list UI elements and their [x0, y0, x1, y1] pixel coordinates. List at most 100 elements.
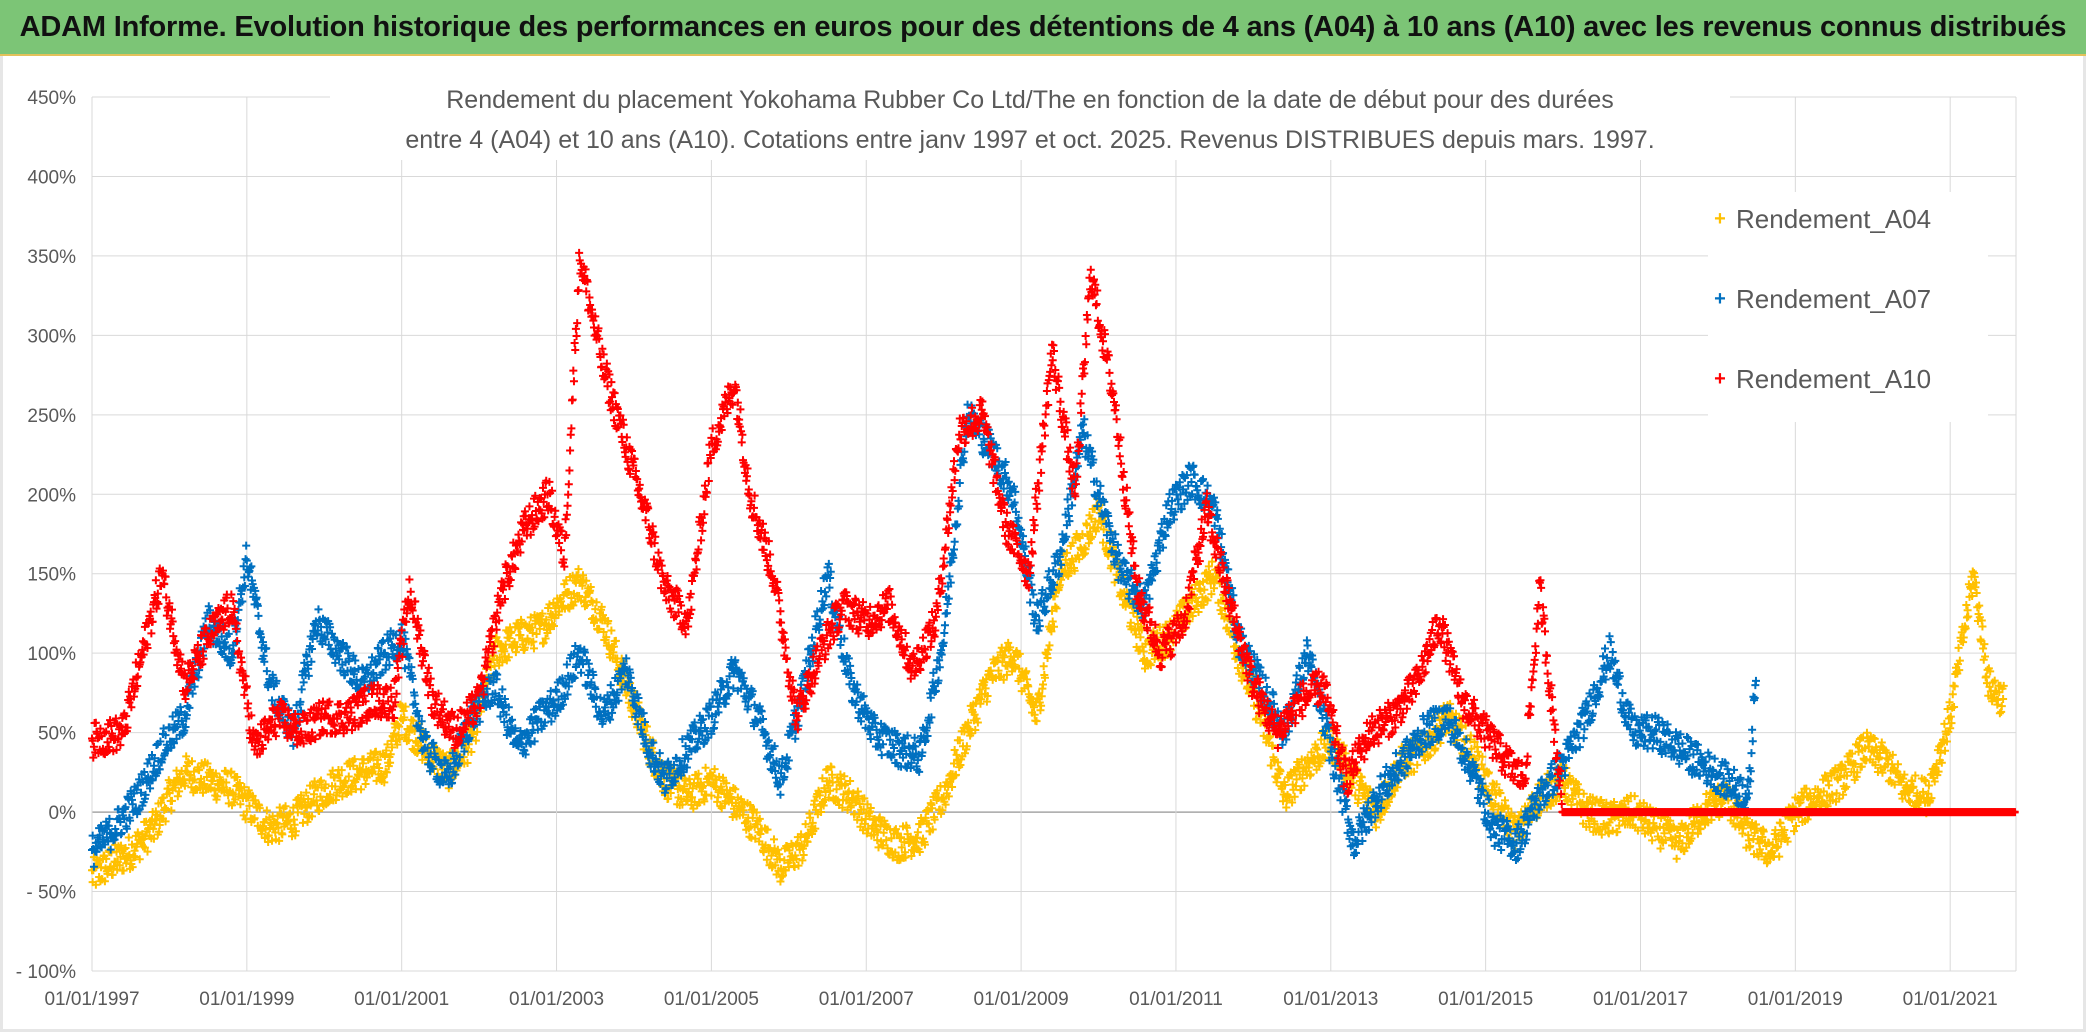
data-point [642, 722, 651, 731]
data-point [611, 636, 620, 645]
data-point [1744, 836, 1753, 845]
data-point [275, 836, 284, 845]
data-point [395, 722, 404, 731]
data-point [707, 791, 716, 800]
data-point [389, 729, 398, 738]
data-point [241, 555, 250, 564]
data-point [1190, 470, 1199, 479]
data-point [926, 693, 935, 702]
data-point [393, 740, 402, 749]
data-point [382, 746, 391, 755]
data-point [844, 787, 853, 796]
data-point [100, 877, 109, 886]
data-point [492, 633, 501, 642]
data-point [168, 796, 177, 805]
data-point [819, 801, 828, 810]
data-point [317, 776, 326, 785]
data-point [821, 787, 830, 796]
data-point [769, 835, 778, 844]
data-point [286, 809, 295, 818]
data-point [808, 633, 817, 642]
data-point [382, 768, 391, 777]
data-point [162, 805, 171, 814]
data-point [303, 817, 312, 826]
data-point [577, 668, 586, 677]
data-point [155, 821, 164, 830]
data-point [574, 565, 583, 574]
data-point [357, 785, 366, 794]
data-point [755, 814, 764, 823]
data-point [1775, 852, 1784, 861]
data-point [119, 866, 128, 875]
data-point [463, 759, 472, 768]
data-point [776, 877, 785, 886]
data-point [1995, 709, 2004, 718]
data-point [400, 713, 409, 722]
x-tick-label: 01/01/1997 [44, 989, 139, 1010]
data-point [587, 596, 596, 605]
data-point [520, 643, 529, 652]
data-point [1648, 836, 1657, 845]
data-point [268, 836, 277, 845]
data-point [549, 622, 558, 631]
data-point [135, 855, 144, 864]
data-point [940, 621, 949, 630]
data-point [378, 774, 387, 783]
data-point [273, 819, 282, 828]
data-point [606, 681, 615, 690]
y-tick-label: - 100% [16, 962, 76, 983]
y-tick-label: 200% [27, 485, 76, 506]
data-point [255, 804, 264, 813]
data-point [717, 804, 726, 813]
data-point [940, 628, 949, 637]
data-point [801, 820, 810, 829]
data-point [535, 624, 544, 633]
data-point [182, 752, 191, 761]
data-point [607, 626, 616, 635]
data-point [655, 749, 664, 758]
data-point [529, 644, 538, 653]
data-point [1413, 760, 1422, 769]
data-point [604, 617, 613, 626]
data-point [1950, 682, 1959, 691]
data-point [289, 741, 298, 750]
data-point [380, 778, 389, 787]
x-tick-label: 01/01/2007 [819, 989, 914, 1010]
data-point [847, 801, 856, 810]
data-point [860, 794, 869, 803]
data-point [350, 755, 359, 764]
data-point [763, 825, 772, 834]
data-point [791, 734, 800, 743]
data-point [203, 759, 212, 768]
data-point [321, 780, 330, 789]
data-point [839, 790, 848, 799]
data-point [368, 767, 377, 776]
data-point [467, 748, 476, 757]
data-point [741, 818, 750, 827]
data-point [791, 851, 800, 860]
data-point [582, 601, 591, 610]
data-point [1978, 622, 1987, 631]
data-point [371, 747, 380, 756]
data-point [115, 861, 124, 870]
data-point [133, 828, 142, 837]
data-point [1292, 671, 1301, 680]
data-point [592, 598, 601, 607]
data-point [204, 602, 213, 611]
y-tick-label: 300% [27, 326, 76, 347]
data-point [859, 805, 868, 814]
data-point [702, 790, 711, 799]
data-point [262, 806, 271, 815]
data-point [299, 678, 308, 687]
data-point [575, 591, 584, 600]
data-point [314, 605, 323, 614]
y-tick-label: 250% [27, 406, 76, 427]
data-point [298, 818, 307, 827]
data-point [810, 796, 819, 805]
data-point [124, 833, 133, 842]
data-point [701, 763, 710, 772]
data-point [495, 653, 504, 662]
data-point [818, 774, 827, 783]
data-point [532, 629, 541, 638]
data-point [149, 824, 158, 833]
